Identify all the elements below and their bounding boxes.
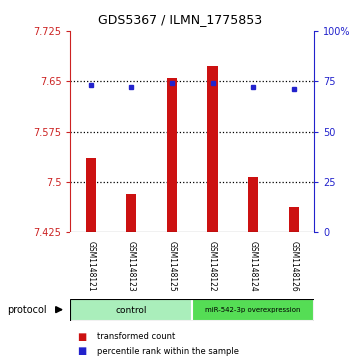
- Bar: [208, 66, 218, 232]
- Bar: [70, 299, 192, 321]
- Text: GSM1148124: GSM1148124: [249, 241, 258, 291]
- Bar: [192, 299, 314, 321]
- Text: miR-542-3p overexpression: miR-542-3p overexpression: [205, 307, 301, 313]
- Text: GSM1148126: GSM1148126: [289, 241, 298, 291]
- Text: GSM1148125: GSM1148125: [168, 241, 177, 291]
- Text: percentile rank within the sample: percentile rank within the sample: [97, 347, 239, 356]
- Bar: [289, 208, 299, 232]
- Text: protocol: protocol: [7, 305, 47, 315]
- Text: GSM1148122: GSM1148122: [208, 241, 217, 291]
- Bar: [167, 78, 177, 232]
- Text: GDS5367 / ILMN_1775853: GDS5367 / ILMN_1775853: [99, 13, 262, 26]
- Text: ■: ■: [78, 332, 87, 342]
- Text: transformed count: transformed count: [97, 333, 176, 341]
- Bar: [126, 194, 136, 232]
- Bar: [248, 176, 258, 232]
- Text: ■: ■: [78, 346, 87, 356]
- Text: control: control: [116, 306, 147, 314]
- Text: GSM1148123: GSM1148123: [127, 241, 136, 291]
- Text: GSM1148121: GSM1148121: [86, 241, 95, 291]
- Bar: [86, 158, 96, 232]
